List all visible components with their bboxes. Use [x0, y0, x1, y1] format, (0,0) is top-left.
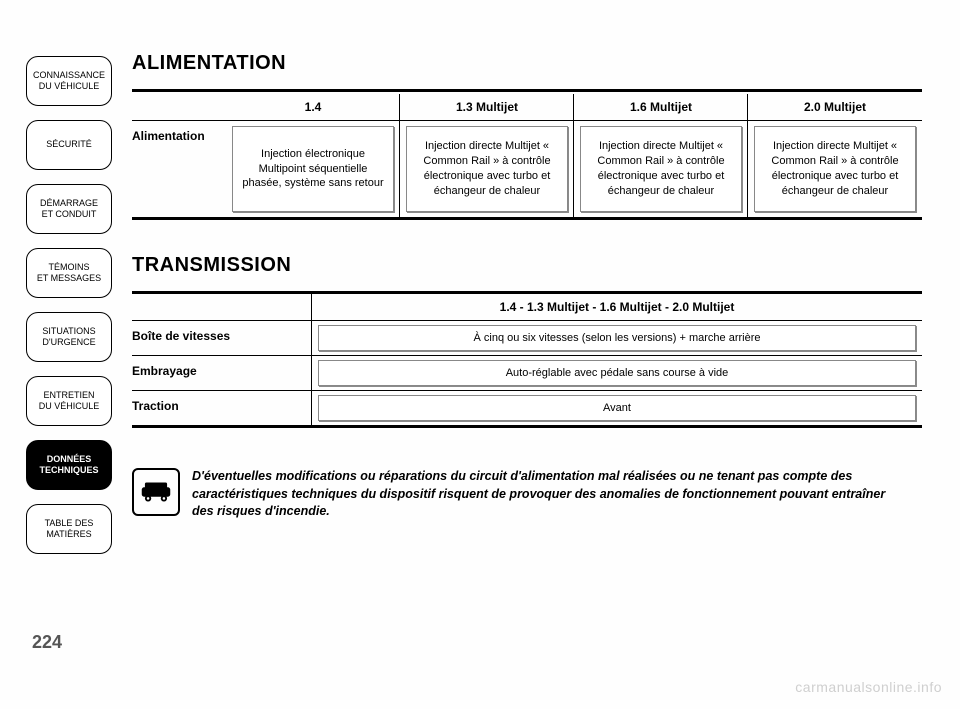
- alim-value: Injection électronique Multipoint séquen…: [232, 126, 394, 212]
- col-label: 1.4: [305, 100, 322, 114]
- warning-text: D'éventuelles modifications ou réparatio…: [192, 468, 892, 521]
- alim-value: Injection directe Multijet « Common Rail…: [580, 126, 742, 212]
- alim-cell: Injection directe Multijet « Common Rail…: [748, 121, 922, 217]
- rule: [132, 425, 922, 428]
- warning-box: D'éventuelles modifications ou réparatio…: [132, 468, 922, 521]
- section-title-alimentation: ALIMENTATION: [132, 52, 922, 75]
- alim-cell: Injection directe Multijet « Common Rail…: [400, 121, 574, 217]
- alim-col-header: 1.3 Multijet: [400, 94, 574, 120]
- page: CONNAISSANCEDU VÉHICULE SÉCURITÉ DÉMARRA…: [0, 0, 960, 709]
- col-label: 2.0 Multijet: [804, 100, 866, 114]
- trans-row-label: Boîte de vitesses: [132, 321, 312, 355]
- sidebar-item-label: DONNÉESTECHNIQUES: [39, 454, 98, 477]
- sidebar-item-entretien[interactable]: ENTRETIENDU VÉHICULE: [26, 376, 112, 426]
- trans-value: Auto-réglable avec pédale sans course à …: [318, 360, 916, 386]
- car-warning-icon: [132, 468, 180, 516]
- main-content: ALIMENTATION 1.4 1.3 Multijet 1.6 Multij…: [132, 52, 922, 521]
- sidebar-item-table-matieres[interactable]: TABLE DESMATIÈRES: [26, 504, 112, 554]
- sidebar-item-label: ENTRETIENDU VÉHICULE: [39, 390, 100, 413]
- trans-row: Traction Avant: [132, 391, 922, 425]
- alim-cell: Injection directe Multijet « Common Rail…: [574, 121, 748, 217]
- sidebar-item-temoins[interactable]: TÉMOINSET MESSAGES: [26, 248, 112, 298]
- trans-header-row: 1.4 - 1.3 Multijet - 1.6 Multijet - 2.0 …: [132, 294, 922, 320]
- rule: [132, 89, 922, 92]
- sidebar-item-label: SITUATIONSD'URGENCE: [42, 326, 95, 349]
- sidebar-item-donnees-techniques[interactable]: DONNÉESTECHNIQUES: [26, 440, 112, 490]
- trans-row-label: Traction: [132, 391, 312, 425]
- alim-row-label: Alimentation: [132, 121, 226, 217]
- sidebar-item-connaissance[interactable]: CONNAISSANCEDU VÉHICULE: [26, 56, 112, 106]
- sidebar-item-label: CONNAISSANCEDU VÉHICULE: [33, 70, 105, 93]
- alim-value: Injection directe Multijet « Common Rail…: [406, 126, 568, 212]
- alim-col-header: 1.6 Multijet: [574, 94, 748, 120]
- trans-row-label: Embrayage: [132, 356, 312, 390]
- alim-header-row: 1.4 1.3 Multijet 1.6 Multijet 2.0 Multij…: [132, 94, 922, 120]
- sidebar-item-label: TÉMOINSET MESSAGES: [37, 262, 101, 285]
- trans-value: Avant: [318, 395, 916, 421]
- sidebar-item-label: TABLE DESMATIÈRES: [45, 518, 94, 541]
- sidebar-item-label: SÉCURITÉ: [46, 139, 92, 150]
- rule: [132, 217, 922, 220]
- alim-col-header: 2.0 Multijet: [748, 94, 922, 120]
- sidebar-item-demarrage[interactable]: DÉMARRAGEET CONDUIT: [26, 184, 112, 234]
- alim-value: Injection directe Multijet « Common Rail…: [754, 126, 916, 212]
- section-title-transmission: TRANSMISSION: [132, 254, 922, 277]
- alim-data-row: Alimentation Injection électronique Mult…: [132, 120, 922, 217]
- watermark: carmanualsonline.info: [795, 679, 942, 695]
- trans-row: Boîte de vitesses À cinq ou six vitesses…: [132, 321, 922, 355]
- sidebar-item-label: DÉMARRAGEET CONDUIT: [40, 198, 98, 221]
- sidebar: CONNAISSANCEDU VÉHICULE SÉCURITÉ DÉMARRA…: [26, 56, 112, 568]
- page-number: 224: [32, 632, 62, 653]
- trans-value: À cinq ou six vitesses (selon les versio…: [318, 325, 916, 351]
- trans-col-header: 1.4 - 1.3 Multijet - 1.6 Multijet - 2.0 …: [312, 294, 922, 320]
- alim-col-header: 1.4: [226, 94, 400, 120]
- col-label: 1.3 Multijet: [456, 100, 518, 114]
- sidebar-item-securite[interactable]: SÉCURITÉ: [26, 120, 112, 170]
- sidebar-item-situations[interactable]: SITUATIONSD'URGENCE: [26, 312, 112, 362]
- col-label: 1.6 Multijet: [630, 100, 692, 114]
- trans-row: Embrayage Auto-réglable avec pédale sans…: [132, 356, 922, 390]
- alim-cell: Injection électronique Multipoint séquen…: [226, 121, 400, 217]
